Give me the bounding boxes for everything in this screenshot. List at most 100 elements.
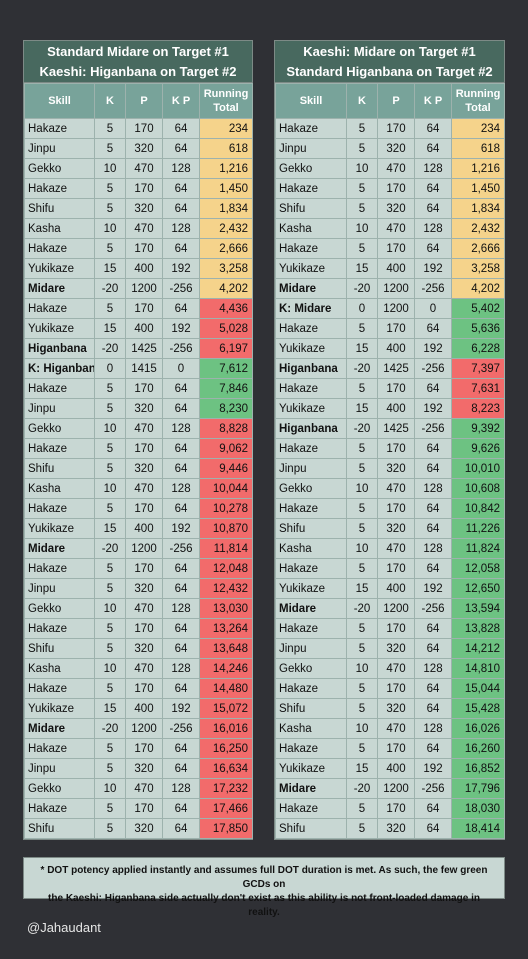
kp-cell: 192: [414, 258, 452, 279]
k-cell: 5: [94, 758, 126, 779]
k-cell: 5: [346, 678, 378, 699]
kp-cell: 64: [162, 198, 200, 219]
skill-cell: Hakaze: [275, 118, 347, 139]
running-total-cell: 2,432: [199, 218, 253, 239]
skill-cell: K: Midare: [275, 298, 347, 319]
skill-cell: Hakaze: [24, 178, 95, 199]
skill-cell: Gekko: [24, 598, 95, 619]
kp-cell: 64: [414, 558, 452, 579]
p-cell: 170: [125, 558, 163, 579]
table-row: Hakaze 5 170 64 9,626: [275, 438, 505, 459]
left-rotation-table: Skill K P K P Running Total Hakaze 5 170 64 2…: [24, 83, 253, 839]
header-k: K: [94, 83, 126, 119]
skill-cell: Higanbana: [24, 338, 95, 359]
k-cell: -20: [94, 718, 126, 739]
kp-cell: 128: [162, 418, 200, 439]
skill-cell: Yukikaze: [24, 258, 95, 279]
running-total-cell: 7,612: [199, 358, 253, 379]
p-cell: 170: [125, 178, 163, 199]
table-row: Hakaze 5 170 64 17,466: [24, 798, 253, 819]
k-cell: 10: [346, 658, 378, 679]
kp-cell: 64: [162, 678, 200, 699]
p-cell: 320: [377, 138, 415, 159]
p-cell: 320: [125, 638, 163, 659]
k-cell: 5: [346, 498, 378, 519]
kp-cell: 64: [414, 638, 452, 659]
running-total-cell: 13,030: [199, 598, 253, 619]
skill-cell: Hakaze: [275, 618, 347, 639]
skill-cell: Hakaze: [24, 378, 95, 399]
kp-cell: 128: [162, 158, 200, 179]
p-cell: 400: [377, 578, 415, 599]
kp-cell: 64: [414, 618, 452, 639]
table-row: Hakaze 5 170 64 4,436: [24, 298, 253, 319]
p-cell: 170: [377, 238, 415, 259]
p-cell: 170: [377, 558, 415, 579]
table-row: Shifu 5 320 64 15,428: [275, 698, 505, 719]
running-total-cell: 3,258: [199, 258, 253, 279]
p-cell: 320: [125, 758, 163, 779]
running-total-cell: 9,626: [451, 438, 505, 459]
header-skill: Skill: [24, 83, 95, 119]
table-row: Shifu 5 320 64 13,648: [24, 638, 253, 659]
table-row: Kasha 10 470 128 16,026: [275, 718, 505, 739]
running-total-cell: 1,834: [451, 198, 505, 219]
k-cell: -20: [94, 338, 126, 359]
running-total-cell: 15,044: [451, 678, 505, 699]
k-cell: 5: [94, 738, 126, 759]
kp-cell: 128: [162, 778, 200, 799]
table-row: Yukikaze 15 400 192 10,870: [24, 518, 253, 539]
skill-cell: Midare: [275, 778, 347, 799]
k-cell: -20: [346, 598, 378, 619]
p-cell: 470: [377, 218, 415, 239]
kp-cell: 128: [414, 658, 452, 679]
k-cell: 5: [94, 138, 126, 159]
table-row: Gekko 10 470 128 8,828: [24, 418, 253, 439]
kp-cell: 64: [162, 398, 200, 419]
p-cell: 170: [377, 118, 415, 139]
running-total-cell: 11,814: [199, 538, 253, 559]
table-row: Kasha 10 470 128 11,824: [275, 538, 505, 559]
kp-cell: 64: [162, 758, 200, 779]
skill-cell: Hakaze: [24, 678, 95, 699]
k-cell: 10: [346, 478, 378, 499]
skill-cell: Shifu: [24, 818, 95, 839]
kp-cell: -256: [414, 598, 452, 619]
running-total-cell: 12,650: [451, 578, 505, 599]
k-cell: 15: [94, 698, 126, 719]
skill-cell: Yukikaze: [275, 338, 347, 359]
left-title-line2: Kaeshi: Higanbana on Target #2: [39, 64, 237, 79]
k-cell: 5: [94, 118, 126, 139]
skill-cell: Yukikaze: [24, 518, 95, 539]
skill-cell: Higanbana: [275, 418, 347, 439]
p-cell: 470: [377, 538, 415, 559]
skill-cell: Hakaze: [275, 738, 347, 759]
p-cell: 320: [377, 818, 415, 839]
running-total-cell: 14,480: [199, 678, 253, 699]
running-total-cell: 618: [451, 138, 505, 159]
header-running-total: Running Total: [451, 83, 505, 119]
running-total-cell: 2,666: [199, 238, 253, 259]
k-cell: 5: [346, 698, 378, 719]
running-total-cell: 11,824: [451, 538, 505, 559]
running-total-cell: 4,202: [451, 278, 505, 299]
k-cell: -20: [346, 418, 378, 439]
k-cell: 5: [346, 818, 378, 839]
kp-cell: 128: [162, 598, 200, 619]
skill-cell: Hakaze: [24, 798, 95, 819]
k-cell: 5: [94, 678, 126, 699]
p-cell: 170: [125, 618, 163, 639]
skill-cell: Shifu: [24, 638, 95, 659]
kp-cell: 64: [414, 378, 452, 399]
left-panel-title: Standard Midare on Target #1 Kaeshi: Hig…: [24, 41, 252, 83]
skill-cell: Shifu: [24, 458, 95, 479]
table-row: Gekko 10 470 128 17,232: [24, 778, 253, 799]
p-cell: 170: [125, 238, 163, 259]
header-skill: Skill: [275, 83, 347, 119]
table-row: Midare -20 1200 -256 4,202: [275, 278, 505, 299]
running-total-cell: 5,402: [451, 298, 505, 319]
k-cell: 5: [94, 398, 126, 419]
running-total-cell: 1,450: [451, 178, 505, 199]
k-cell: 5: [346, 518, 378, 539]
header-k: K: [346, 83, 378, 119]
